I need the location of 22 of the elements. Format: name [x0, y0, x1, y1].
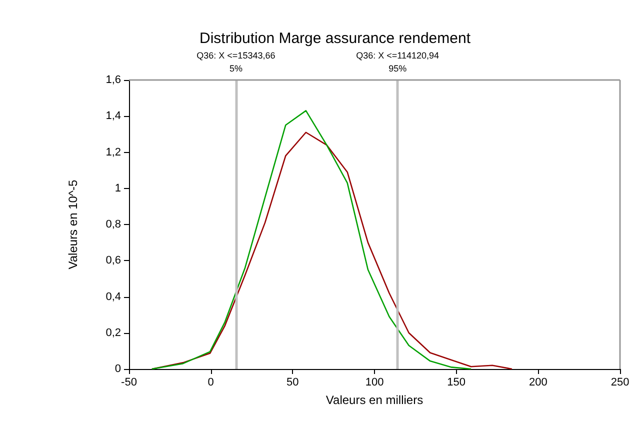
- x-tick-label: 200: [528, 376, 548, 388]
- y-tick-label: 1: [114, 182, 121, 194]
- y-tick-label: 1,4: [106, 110, 121, 122]
- chart-title: Distribution Marge assurance rendement: [200, 30, 472, 47]
- y-tick-label: 0,4: [106, 290, 121, 303]
- ref-line-label: Q36: X <=114120,94 95%: [356, 50, 440, 74]
- y-tick-label: 1,6: [106, 74, 121, 86]
- x-tick-label: 0: [208, 376, 214, 388]
- y-tick-label: 0,8: [106, 218, 121, 230]
- x-tick-label: 250: [610, 376, 630, 388]
- y-tick-label: 0,2: [106, 326, 121, 339]
- x-tick-label: 100: [365, 376, 384, 388]
- ref-line-label: Q36: X <=15343,66 5%: [196, 50, 276, 74]
- y-tick-label: 0: [114, 363, 121, 375]
- x-tick-label: 150: [447, 376, 466, 388]
- y-axis-title: Valeurs en 10^-5: [66, 179, 80, 270]
- y-tick-label: 1,2: [106, 146, 121, 158]
- x-axis-title: Valeurs en milliers: [326, 393, 424, 407]
- x-tick-label: 50: [286, 376, 299, 388]
- y-tick-label: 0,6: [106, 254, 121, 267]
- x-tick-label: -50: [121, 376, 137, 388]
- line-series: [151, 110, 472, 370]
